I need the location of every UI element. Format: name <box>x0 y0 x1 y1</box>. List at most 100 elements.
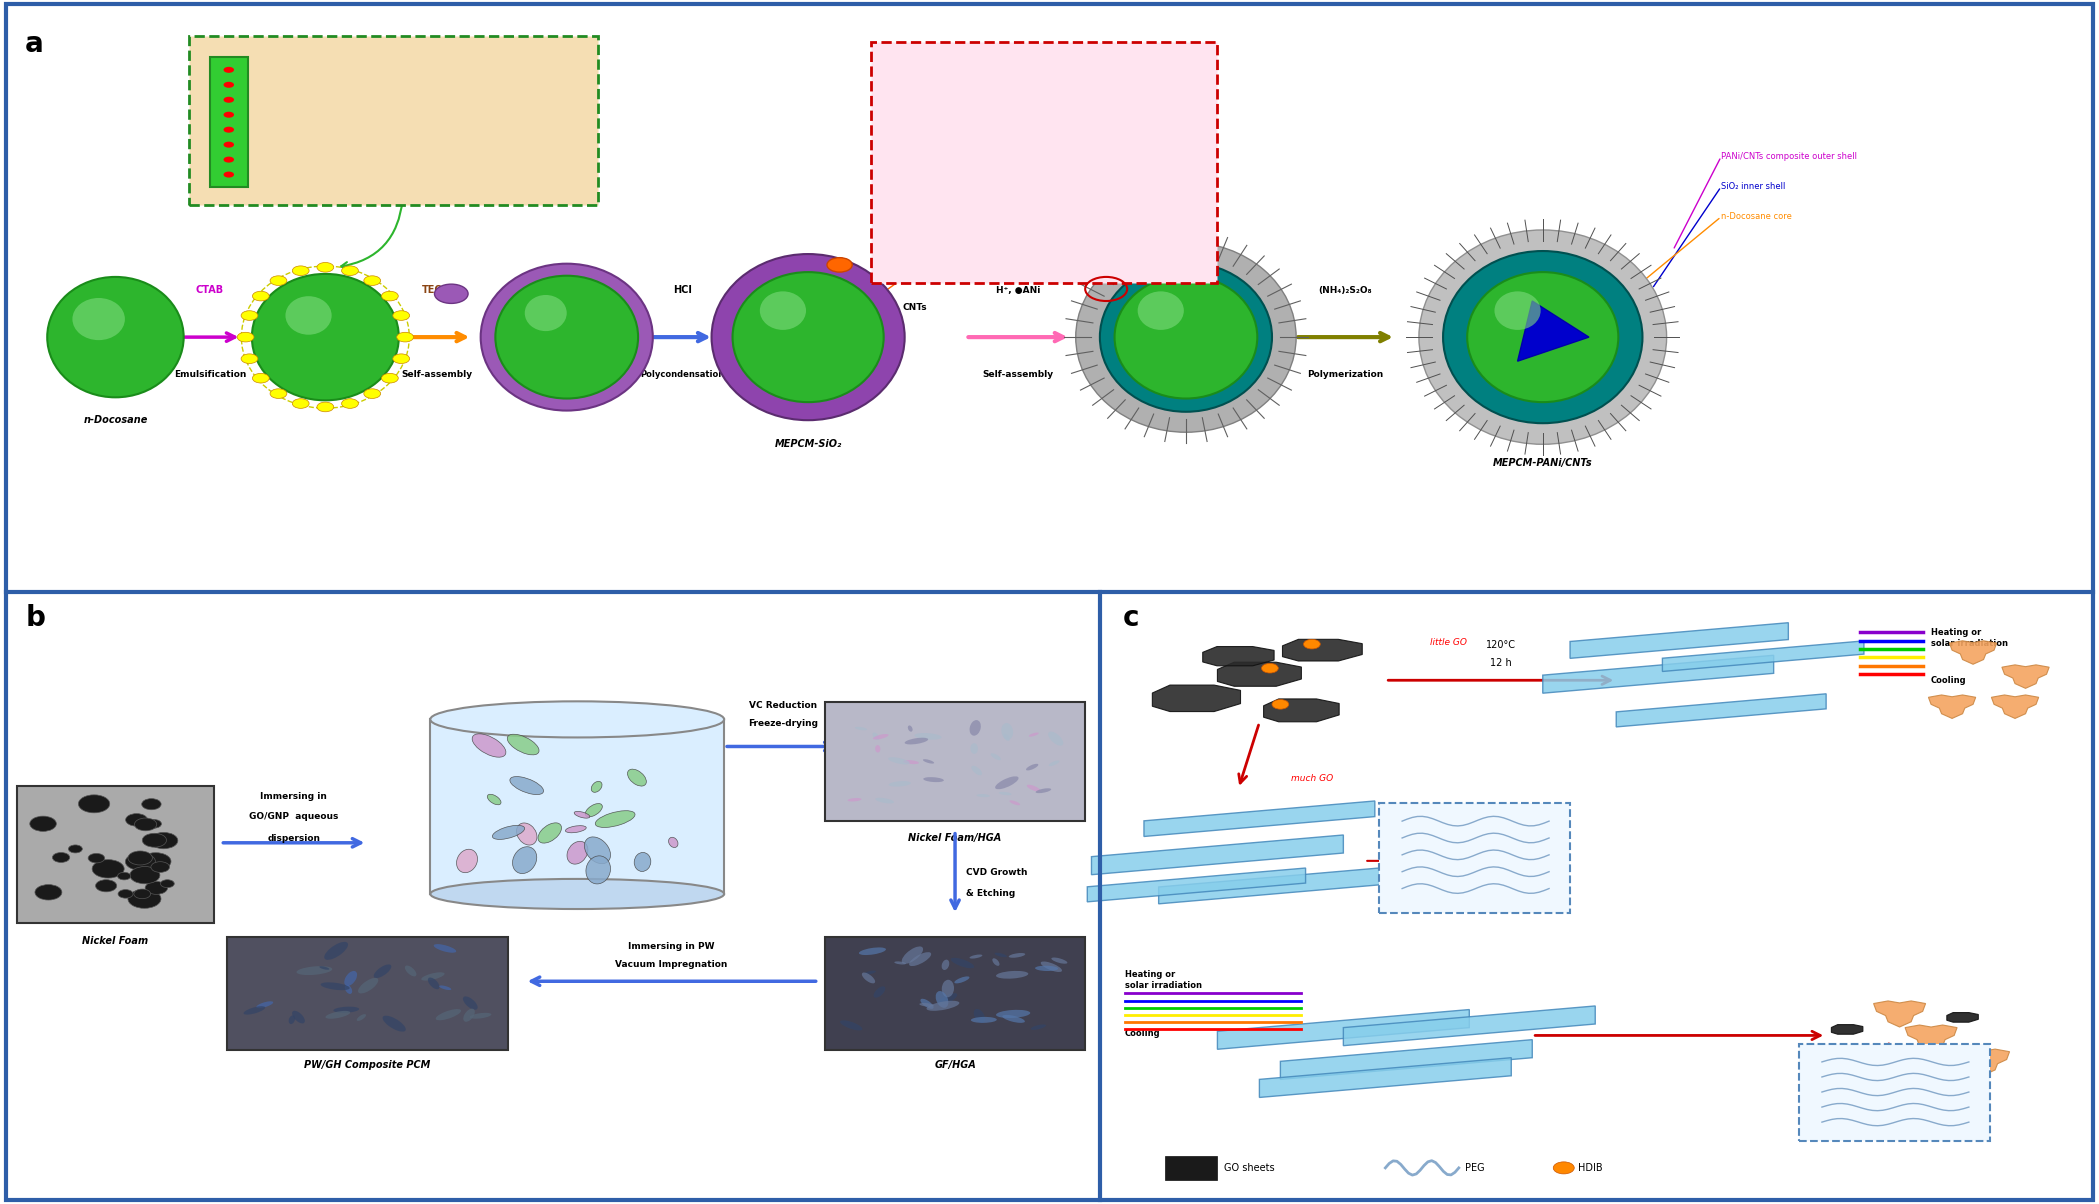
Circle shape <box>222 171 233 177</box>
Ellipse shape <box>512 846 537 874</box>
Ellipse shape <box>894 962 907 964</box>
Polygon shape <box>1948 1013 1977 1022</box>
Circle shape <box>827 258 852 272</box>
Ellipse shape <box>1003 1015 1024 1023</box>
Ellipse shape <box>430 701 724 737</box>
Ellipse shape <box>1419 230 1667 444</box>
Ellipse shape <box>592 781 602 792</box>
Polygon shape <box>1662 641 1864 672</box>
Text: Immersing in PW: Immersing in PW <box>628 943 716 951</box>
Ellipse shape <box>567 842 588 864</box>
Ellipse shape <box>48 277 185 397</box>
Ellipse shape <box>921 999 934 1009</box>
Ellipse shape <box>586 803 602 816</box>
Polygon shape <box>1843 1055 1893 1081</box>
Ellipse shape <box>974 1009 984 1023</box>
Polygon shape <box>1518 301 1589 361</box>
Ellipse shape <box>1052 957 1068 963</box>
Polygon shape <box>1282 639 1362 661</box>
Polygon shape <box>1480 863 1501 870</box>
Ellipse shape <box>712 254 905 420</box>
Ellipse shape <box>670 837 678 848</box>
Ellipse shape <box>525 295 567 331</box>
Circle shape <box>92 860 124 878</box>
Ellipse shape <box>382 1016 405 1032</box>
Ellipse shape <box>1138 291 1184 330</box>
Ellipse shape <box>873 732 879 740</box>
Circle shape <box>292 266 309 276</box>
Ellipse shape <box>1010 954 1024 957</box>
Polygon shape <box>1203 647 1274 666</box>
Circle shape <box>222 67 233 73</box>
Ellipse shape <box>972 1017 997 1023</box>
Ellipse shape <box>464 1009 474 1022</box>
Ellipse shape <box>495 276 638 399</box>
Text: SiO₂ inner shell: SiO₂ inner shell <box>1721 182 1786 191</box>
Text: N–H₃: N–H₃ <box>913 252 934 261</box>
Text: GO sheets: GO sheets <box>1224 1163 1274 1173</box>
Text: Self-assembly: Self-assembly <box>401 370 472 378</box>
Text: MEPCM-PANi/CNTs: MEPCM-PANi/CNTs <box>1492 458 1593 467</box>
Ellipse shape <box>915 733 942 739</box>
FancyBboxPatch shape <box>1799 1044 1990 1141</box>
Text: O=C–O–benzene: O=C–O–benzene <box>913 209 984 219</box>
Circle shape <box>151 862 170 873</box>
Ellipse shape <box>634 852 651 872</box>
Circle shape <box>271 276 288 285</box>
Text: HDIB: HDIB <box>1578 1163 1604 1173</box>
Ellipse shape <box>464 997 479 1010</box>
Ellipse shape <box>1035 789 1052 793</box>
Polygon shape <box>1264 698 1339 722</box>
Text: n-Docosane core: n-Docosane core <box>1721 212 1793 222</box>
Ellipse shape <box>760 291 806 330</box>
Ellipse shape <box>1010 801 1020 805</box>
Circle shape <box>241 354 258 364</box>
Circle shape <box>1553 1162 1574 1174</box>
Text: Immersing in: Immersing in <box>260 792 327 801</box>
Text: Emulsification: Emulsification <box>174 370 246 378</box>
Circle shape <box>160 880 174 887</box>
Ellipse shape <box>942 960 949 970</box>
Circle shape <box>78 795 109 813</box>
Circle shape <box>393 311 409 320</box>
Text: Polycondensation: Polycondensation <box>640 370 724 378</box>
Ellipse shape <box>422 973 445 980</box>
Polygon shape <box>1087 868 1306 902</box>
Polygon shape <box>1217 662 1301 686</box>
Ellipse shape <box>344 970 357 986</box>
Ellipse shape <box>584 837 611 863</box>
Circle shape <box>397 332 414 342</box>
Ellipse shape <box>437 1009 462 1020</box>
Polygon shape <box>1413 845 1434 852</box>
Ellipse shape <box>374 964 390 978</box>
Circle shape <box>317 262 334 272</box>
Circle shape <box>382 373 399 383</box>
Ellipse shape <box>733 272 884 402</box>
Text: N–H₃: N–H₃ <box>913 188 934 197</box>
Polygon shape <box>1616 694 1826 727</box>
Polygon shape <box>1091 836 1343 874</box>
Polygon shape <box>1165 1156 1217 1180</box>
Text: Si: Si <box>382 161 393 171</box>
Circle shape <box>342 399 359 408</box>
Circle shape <box>1272 700 1289 709</box>
FancyBboxPatch shape <box>210 57 248 187</box>
Text: H⁺, ●ANi: H⁺, ●ANi <box>995 287 1041 295</box>
Circle shape <box>342 266 359 276</box>
Ellipse shape <box>510 777 544 795</box>
Polygon shape <box>1958 1049 2009 1075</box>
Ellipse shape <box>430 879 724 909</box>
Ellipse shape <box>321 982 351 990</box>
Circle shape <box>382 291 399 301</box>
Circle shape <box>222 112 233 118</box>
Text: a: a <box>25 30 44 58</box>
Polygon shape <box>1889 1104 1910 1111</box>
Polygon shape <box>2002 665 2049 689</box>
Ellipse shape <box>458 849 476 873</box>
Text: Vacuum Impregnation: Vacuum Impregnation <box>615 961 728 969</box>
Ellipse shape <box>508 734 539 755</box>
FancyBboxPatch shape <box>871 42 1217 283</box>
Circle shape <box>52 852 69 862</box>
Polygon shape <box>1830 1025 1864 1034</box>
Circle shape <box>222 96 233 102</box>
